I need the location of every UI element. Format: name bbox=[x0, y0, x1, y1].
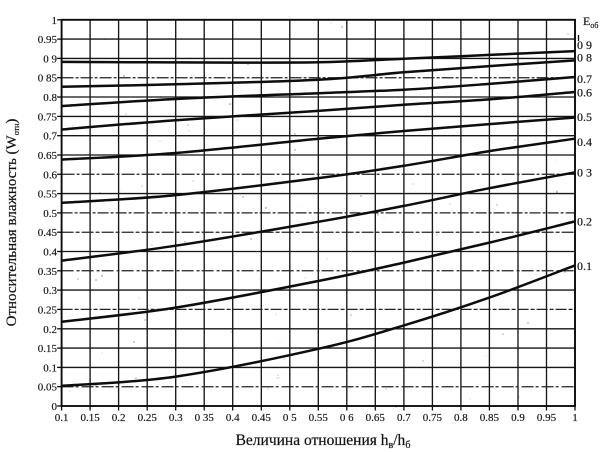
svg-text:0.15: 0.15 bbox=[38, 343, 58, 355]
svg-text:0: 0 bbox=[52, 401, 58, 413]
svg-text:0.25: 0.25 bbox=[38, 304, 58, 316]
svg-text:0.4: 0.4 bbox=[577, 135, 592, 149]
svg-text:0.15: 0.15 bbox=[80, 412, 100, 424]
svg-text:0.65: 0.65 bbox=[366, 412, 386, 424]
svg-text:0 5: 0 5 bbox=[283, 412, 297, 424]
svg-text:0.55: 0.55 bbox=[38, 189, 58, 201]
svg-text:0.65: 0.65 bbox=[38, 150, 58, 162]
svg-text:0.7: 0.7 bbox=[43, 131, 57, 143]
svg-text:0.4: 0.4 bbox=[226, 412, 240, 424]
svg-text:0.3: 0.3 bbox=[43, 285, 57, 297]
svg-text:0.8: 0.8 bbox=[43, 92, 57, 104]
svg-text:0.8: 0.8 bbox=[454, 412, 468, 424]
svg-text:0.45: 0.45 bbox=[38, 227, 58, 239]
svg-text:Относительная влажность (Wотн): Относительная влажность (Wотн) bbox=[4, 119, 21, 327]
svg-text:0.1: 0.1 bbox=[577, 259, 592, 273]
svg-text:0 6: 0 6 bbox=[340, 412, 354, 424]
svg-text:0.7: 0.7 bbox=[397, 412, 411, 424]
svg-text:0.85: 0.85 bbox=[480, 412, 500, 424]
svg-text:0.2: 0.2 bbox=[43, 324, 57, 336]
svg-text:0.35: 0.35 bbox=[38, 266, 58, 278]
svg-text:0.55: 0.55 bbox=[309, 412, 329, 424]
svg-text:0.1: 0.1 bbox=[55, 412, 69, 424]
svg-text:0.75: 0.75 bbox=[423, 412, 443, 424]
svg-text:1: 1 bbox=[52, 15, 58, 27]
svg-text:0.5: 0.5 bbox=[577, 110, 592, 124]
svg-text:0 85: 0 85 bbox=[38, 73, 58, 85]
svg-text:0 35: 0 35 bbox=[195, 412, 215, 424]
svg-text:0.45: 0.45 bbox=[252, 412, 272, 424]
svg-text:0.2: 0.2 bbox=[577, 215, 592, 229]
svg-text:0.25: 0.25 bbox=[138, 412, 158, 424]
svg-text:0.6: 0.6 bbox=[577, 85, 592, 99]
svg-text:0.2: 0.2 bbox=[112, 412, 126, 424]
svg-text:0 9: 0 9 bbox=[43, 53, 57, 65]
svg-text:0.95: 0.95 bbox=[38, 34, 58, 46]
svg-text:0.5: 0.5 bbox=[43, 208, 57, 220]
svg-text:0.7: 0.7 bbox=[577, 72, 592, 86]
svg-text:0.05: 0.05 bbox=[38, 382, 58, 394]
svg-text:1: 1 bbox=[572, 412, 578, 424]
svg-text:0 9: 0 9 bbox=[577, 38, 592, 52]
svg-text:0 3: 0 3 bbox=[577, 166, 592, 180]
svg-text:0.75: 0.75 bbox=[38, 111, 58, 123]
svg-text:Величина отношения hв/hб: Величина отношения hв/hб bbox=[236, 432, 411, 451]
svg-text:0.3: 0.3 bbox=[169, 412, 183, 424]
svg-text:0 8: 0 8 bbox=[577, 51, 592, 65]
svg-text:0.6: 0.6 bbox=[43, 169, 57, 181]
svg-text:0.1: 0.1 bbox=[43, 362, 57, 374]
svg-text:0.95: 0.95 bbox=[537, 412, 557, 424]
svg-text:0.4: 0.4 bbox=[43, 247, 57, 259]
svg-text:0.9: 0.9 bbox=[511, 412, 525, 424]
